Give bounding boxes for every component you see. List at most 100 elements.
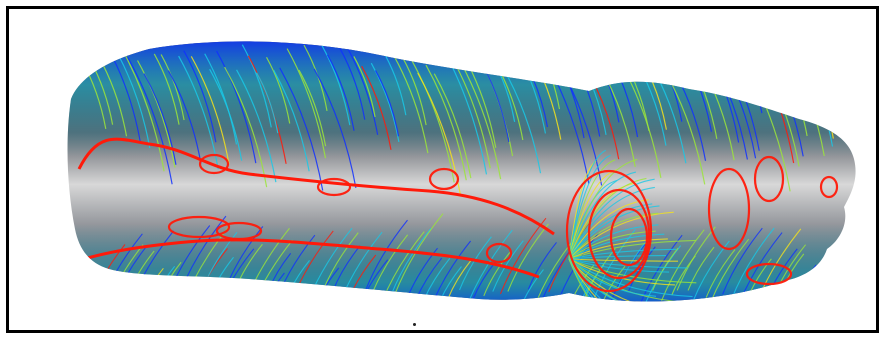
streamline (507, 223, 549, 292)
streamline (298, 69, 327, 147)
streamline (705, 249, 736, 298)
streamline (692, 240, 730, 302)
streamline (143, 73, 177, 165)
streamline (256, 72, 279, 134)
streamline (568, 171, 637, 260)
streamline (370, 62, 400, 143)
streamline (279, 67, 324, 191)
streamline (190, 56, 230, 165)
streamline (687, 246, 715, 291)
streamline (568, 258, 659, 302)
streamline (568, 258, 639, 302)
streamline (204, 53, 238, 145)
vortex-ring (587, 188, 651, 280)
streamline (676, 226, 716, 291)
streamline (273, 69, 310, 172)
streamline (548, 220, 592, 293)
streamline (313, 68, 357, 189)
streamline (568, 255, 667, 260)
streamline (218, 248, 255, 302)
streamline (568, 258, 657, 297)
streamline (346, 46, 379, 135)
streamline (153, 53, 180, 125)
streamline (393, 55, 429, 154)
streamline (353, 56, 376, 118)
streamline (119, 45, 165, 172)
streamline (483, 251, 511, 297)
streamline (250, 239, 293, 302)
streamline (160, 54, 185, 121)
streamline (425, 64, 467, 181)
vortices (167, 153, 839, 293)
streamline (527, 242, 557, 290)
streamline (286, 48, 327, 159)
streamline (568, 258, 661, 302)
streamline (568, 177, 647, 260)
streamline (371, 234, 409, 296)
streamline (652, 247, 679, 291)
streamline (127, 57, 173, 185)
streamline (321, 45, 351, 126)
streamline (136, 60, 176, 168)
vortex-ring (609, 207, 649, 267)
streamline (568, 248, 677, 260)
streamline (357, 259, 389, 302)
streamline (236, 69, 277, 183)
streamline (374, 70, 400, 137)
streamline (504, 70, 542, 174)
separation-line (77, 137, 555, 236)
streamline (420, 257, 451, 302)
separation-line (83, 238, 540, 279)
arm-body (67, 41, 856, 302)
vortex-ring (167, 215, 231, 239)
vortex-ring (316, 177, 352, 197)
streamline (383, 52, 407, 116)
streamline (568, 258, 688, 269)
streamline (731, 227, 775, 300)
streamline (568, 154, 611, 260)
streamline (823, 53, 848, 122)
vortex-ring (198, 153, 230, 175)
streamline (401, 56, 427, 126)
streamline (568, 158, 638, 260)
vortex-ring (485, 242, 513, 264)
streamline (519, 269, 544, 302)
streamline (568, 258, 693, 298)
streamline (265, 56, 291, 124)
vortex-ring (707, 167, 751, 251)
streamline (224, 66, 268, 188)
streamline (410, 58, 455, 183)
streamline (361, 65, 392, 150)
streamline (391, 227, 432, 295)
vortex-ring (753, 155, 785, 203)
streamline (568, 159, 616, 260)
streamline (568, 186, 655, 260)
streamline (209, 68, 243, 161)
bottom-flow-band (67, 224, 856, 302)
streamline (241, 44, 272, 128)
streamline (339, 47, 366, 120)
figure-frame (6, 6, 879, 333)
vortex-ring (819, 175, 839, 199)
streamline (568, 239, 697, 260)
vortex-ring (215, 221, 263, 241)
streamline (814, 48, 841, 119)
vortex-ring (745, 262, 793, 286)
streamline (183, 50, 217, 143)
streamline (568, 169, 617, 260)
streamline (447, 259, 472, 299)
streamline (433, 73, 472, 179)
streamline (568, 238, 668, 260)
streamline (790, 51, 816, 121)
vortex-ring (565, 169, 653, 293)
streamline (437, 266, 462, 302)
arm-flow-render (67, 41, 856, 302)
streamline (568, 258, 658, 302)
streamline (459, 236, 492, 291)
streamline (365, 219, 408, 290)
streamline (216, 50, 257, 164)
streamline (568, 230, 656, 260)
streamline (568, 264, 595, 302)
streamline (535, 238, 576, 302)
streamline (568, 258, 676, 302)
